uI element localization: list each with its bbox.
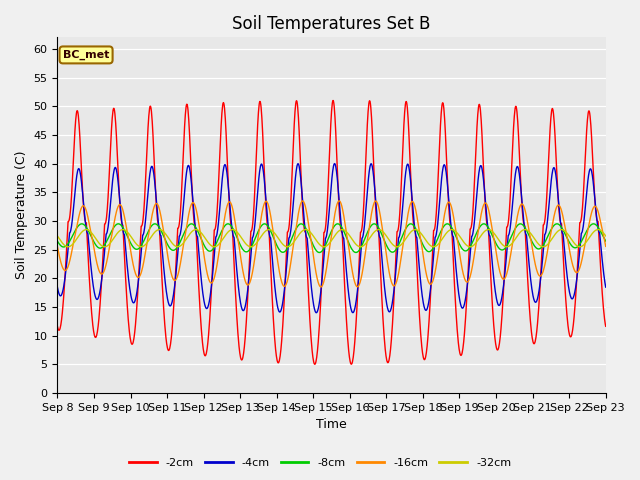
-16cm: [175, 270, 182, 276]
-4cm: [175, 242, 182, 248]
-16cm: [554, 203, 561, 208]
Text: BC_met: BC_met: [63, 50, 109, 60]
-32cm: [269, 229, 277, 235]
-32cm: [507, 242, 515, 248]
-16cm: [417, 234, 424, 240]
Line: -4cm: -4cm: [58, 164, 605, 312]
Line: -8cm: -8cm: [58, 224, 605, 252]
-8cm: [175, 241, 182, 247]
-4cm: [282, 272, 290, 278]
-2cm: [54, 324, 61, 329]
-2cm: [602, 324, 609, 329]
Line: -2cm: -2cm: [58, 100, 605, 364]
-32cm: [54, 233, 61, 239]
Title: Soil Temperatures Set B: Soil Temperatures Set B: [232, 15, 431, 33]
-32cm: [175, 244, 183, 250]
-16cm: [54, 243, 61, 249]
-8cm: [282, 247, 290, 253]
-4cm: [331, 161, 339, 167]
-32cm: [83, 227, 90, 232]
-16cm: [317, 284, 324, 290]
-32cm: [283, 244, 291, 250]
-2cm: [311, 361, 319, 367]
-4cm: [312, 310, 320, 315]
-4cm: [507, 222, 515, 228]
-8cm: [417, 236, 424, 241]
Legend: -2cm, -4cm, -8cm, -16cm, -32cm: -2cm, -4cm, -8cm, -16cm, -32cm: [124, 453, 516, 472]
-4cm: [269, 259, 276, 264]
Y-axis label: Soil Temperature (C): Soil Temperature (C): [15, 151, 28, 279]
-16cm: [602, 243, 609, 249]
-16cm: [335, 198, 343, 204]
-2cm: [282, 263, 290, 269]
-2cm: [175, 225, 182, 230]
-32cm: [602, 233, 609, 239]
Line: -16cm: -16cm: [58, 201, 605, 287]
-2cm: [554, 188, 561, 193]
-4cm: [602, 284, 609, 290]
-8cm: [316, 250, 323, 255]
-2cm: [329, 97, 337, 103]
-4cm: [54, 284, 61, 290]
X-axis label: Time: Time: [316, 419, 347, 432]
-8cm: [78, 221, 86, 227]
-16cm: [507, 252, 515, 258]
-4cm: [554, 190, 561, 195]
-4cm: [417, 275, 424, 281]
Line: -32cm: -32cm: [58, 229, 605, 247]
-32cm: [554, 228, 561, 234]
-8cm: [602, 238, 609, 244]
-32cm: [64, 244, 72, 250]
-2cm: [269, 301, 276, 307]
-8cm: [554, 221, 561, 227]
-32cm: [417, 229, 424, 235]
-2cm: [507, 189, 515, 195]
-16cm: [282, 282, 290, 288]
-8cm: [269, 233, 276, 239]
-2cm: [417, 325, 424, 331]
-16cm: [269, 225, 276, 230]
-8cm: [54, 238, 61, 244]
-8cm: [507, 236, 515, 241]
